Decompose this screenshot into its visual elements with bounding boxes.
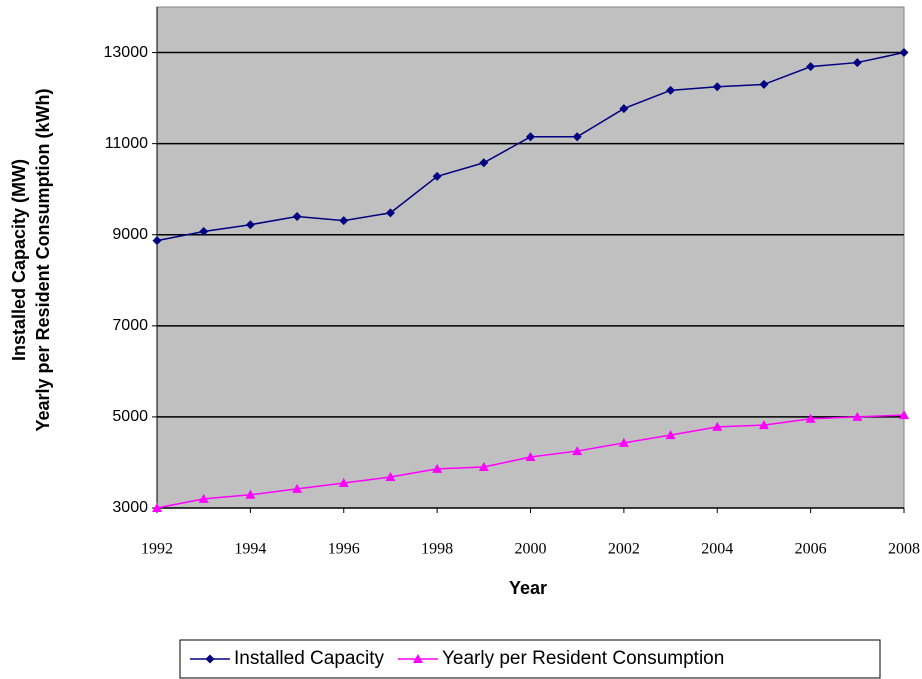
marker xyxy=(205,654,215,664)
x-axis-title: Year xyxy=(509,578,547,598)
y-tick-label: 7000 xyxy=(112,317,148,334)
marker xyxy=(758,420,769,430)
marker xyxy=(618,437,629,447)
marker xyxy=(385,208,395,218)
y-axis-title: Yearly per Resident Consumption (kWh) xyxy=(33,88,53,431)
y-axis-title: Installed Capacity (MW) xyxy=(9,159,29,361)
marker xyxy=(339,216,349,226)
y-tick-label: 13000 xyxy=(104,44,149,61)
marker xyxy=(712,421,723,431)
marker xyxy=(385,472,396,482)
y-tick-label: 11000 xyxy=(105,135,148,152)
marker xyxy=(759,79,769,89)
marker xyxy=(665,430,676,440)
marker xyxy=(899,410,909,420)
x-tick-label: 1996 xyxy=(328,541,360,558)
x-tick-label: 2000 xyxy=(515,541,547,558)
marker xyxy=(198,493,209,503)
marker xyxy=(432,463,443,473)
marker xyxy=(526,132,535,142)
marker xyxy=(199,227,209,237)
y-tick-label: 9000 xyxy=(112,226,148,243)
x-tick-label: 1998 xyxy=(421,541,453,558)
marker xyxy=(245,220,255,230)
marker xyxy=(432,171,442,181)
marker xyxy=(619,104,629,114)
marker xyxy=(292,212,302,222)
marker xyxy=(478,462,489,472)
marker xyxy=(666,85,676,95)
y-tick-label: 5000 xyxy=(112,408,148,425)
x-tick-label: 2004 xyxy=(701,541,733,558)
marker xyxy=(805,413,816,423)
marker xyxy=(712,82,722,92)
legend xyxy=(179,639,881,679)
marker xyxy=(525,451,536,461)
marker xyxy=(479,158,489,168)
marker xyxy=(292,483,303,493)
marker xyxy=(152,236,162,246)
x-tick-label: 1992 xyxy=(141,541,173,558)
marker xyxy=(806,62,816,72)
marker xyxy=(245,489,256,499)
legend-label: Installed Capacity xyxy=(234,648,384,669)
y-tick-label: 3000 xyxy=(112,499,148,516)
marker xyxy=(852,58,862,68)
x-tick-label: 2008 xyxy=(888,541,920,558)
marker xyxy=(852,411,863,421)
x-tick-label: 2002 xyxy=(608,541,640,558)
marker xyxy=(572,446,583,456)
x-tick-label: 1994 xyxy=(234,541,266,558)
plot-area xyxy=(156,6,905,509)
marker xyxy=(412,654,423,663)
marker xyxy=(152,503,162,512)
marker xyxy=(899,48,909,58)
marker xyxy=(338,477,349,487)
marker xyxy=(572,132,582,142)
x-tick-label: 2006 xyxy=(795,541,827,558)
legend-label: Yearly per Resident Consumption xyxy=(442,648,724,669)
